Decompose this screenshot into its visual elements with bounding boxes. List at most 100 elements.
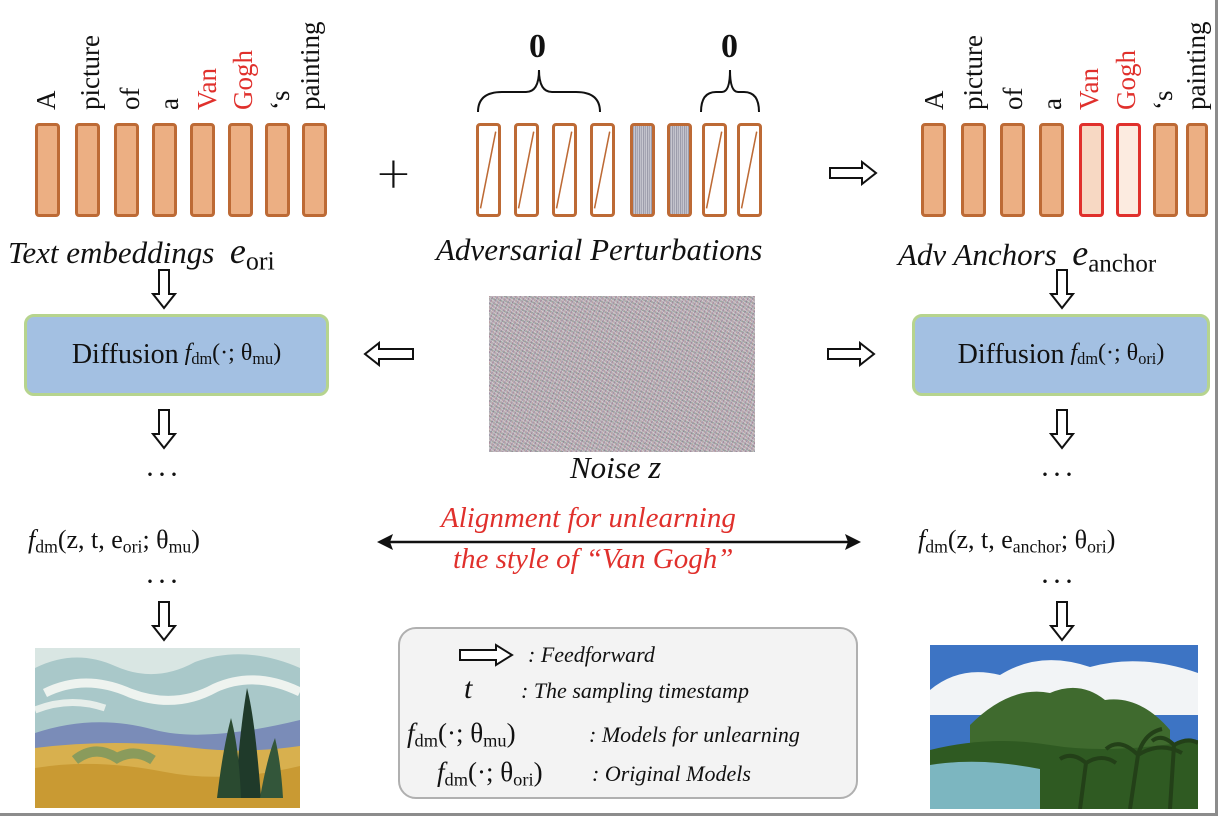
anchor-box xyxy=(1039,123,1064,217)
token-word: a xyxy=(1037,98,1067,110)
plus-sign: + xyxy=(375,148,412,199)
hollow-arrow-icon xyxy=(829,160,878,186)
anchor-box xyxy=(921,123,946,217)
embedding-box xyxy=(190,123,215,217)
anchor-box xyxy=(1000,123,1025,217)
curly-brace-icon xyxy=(700,69,760,113)
embedding-box xyxy=(152,123,177,217)
zero-perturbation-box xyxy=(702,123,727,217)
param-subscript: ori xyxy=(1087,536,1107,557)
fn-args: (z, t, e xyxy=(57,525,123,554)
token-word: picture xyxy=(958,35,988,110)
token-word: ‘s xyxy=(265,90,295,111)
legend-feedforward-text: : Feedforward xyxy=(528,642,655,667)
ellipsis-dots: ··· xyxy=(1040,458,1076,491)
fn-args: (·; θ xyxy=(437,718,484,748)
fn-close: ) xyxy=(533,757,543,787)
hollow-arrow-icon xyxy=(1049,409,1075,450)
token-word: painting xyxy=(295,21,325,111)
legend-mu-desc: : Models for unlearning xyxy=(589,722,800,747)
fn-subscript: dm xyxy=(191,349,213,369)
zero-perturbation-box xyxy=(476,123,501,217)
caption-subscript: ori xyxy=(245,246,275,276)
param-subscript: ori xyxy=(1138,349,1157,369)
legend-t-desc: : The sampling timestamp xyxy=(521,678,749,703)
hollow-arrow-icon xyxy=(151,409,177,450)
token-word-highlight: Van xyxy=(1074,68,1104,110)
fn-subscript: dm xyxy=(1077,349,1099,369)
fn-close: ) xyxy=(273,340,282,367)
zero-label-left: 0 xyxy=(529,28,546,65)
fn-symbol: f xyxy=(1070,340,1078,367)
output-unlearning-model: fdm(z, t, eori; θmu) xyxy=(28,525,200,557)
zero-perturbation-box xyxy=(737,123,762,217)
token-word: painting xyxy=(1181,21,1211,111)
fn-symbol: f xyxy=(437,757,445,787)
hollow-arrow-icon xyxy=(363,341,414,367)
caption-subscript: anchor xyxy=(1088,250,1157,278)
fn-args: (·; θ xyxy=(212,340,253,367)
adv-anchors-caption: Adv Anchors eanchor xyxy=(898,232,1156,278)
hollow-arrow-icon xyxy=(459,643,514,667)
adversarial-perturbation-box xyxy=(667,123,692,217)
anchor-box-perturbed xyxy=(1079,123,1104,217)
token-word: of xyxy=(115,87,145,111)
embedding-box xyxy=(114,123,139,217)
embedding-box xyxy=(228,123,253,217)
hollow-arrow-icon xyxy=(1049,601,1075,642)
adversarial-perturbation-box xyxy=(630,123,655,217)
diffusion-label: Diffusion xyxy=(71,339,179,370)
hollow-arrow-icon xyxy=(1049,269,1075,310)
fn-args: (·; θ xyxy=(1098,340,1139,367)
landscape-photo-image xyxy=(930,645,1198,809)
ellipsis-dots: ··· xyxy=(1040,565,1076,598)
hollow-arrow-icon xyxy=(827,341,876,367)
anchor-box-perturbed xyxy=(1116,123,1141,217)
fn-symbol: f xyxy=(184,340,192,367)
caption-text: Adv Anchors xyxy=(898,237,1057,272)
zero-perturbation-box xyxy=(552,123,577,217)
fn-args: (z, t, e xyxy=(947,525,1013,554)
caption-text: Noise xyxy=(570,450,641,485)
anchor-box xyxy=(1153,123,1178,217)
embedding-box xyxy=(265,123,290,217)
param-subscript: mu xyxy=(168,536,192,557)
adversarial-caption: Adversarial Perturbations xyxy=(436,232,763,267)
fn-subscript: dm xyxy=(35,536,58,557)
alignment-text-line1: Alignment for unlearning xyxy=(441,502,736,534)
legend-ori-function: fdm(·; θori) xyxy=(437,757,543,791)
param-subscript: mu xyxy=(483,730,507,751)
anchor-box xyxy=(1186,123,1208,217)
alignment-text-line2: the style of “Van Gogh” xyxy=(453,543,734,575)
token-word: A xyxy=(919,90,949,111)
van-gogh-painting-image xyxy=(35,648,300,808)
double-headed-arrow-icon xyxy=(377,534,861,550)
token-word: A xyxy=(31,90,61,111)
embedding-box xyxy=(35,123,60,217)
token-word: ‘s xyxy=(1148,90,1178,111)
frame-bottom-edge xyxy=(0,813,1218,816)
fn-close: ) xyxy=(506,718,516,748)
zero-perturbation-box xyxy=(514,123,539,217)
param-subscript: mu xyxy=(252,349,274,369)
noise-caption: Noise z xyxy=(570,450,661,487)
token-word: of xyxy=(998,87,1028,111)
token-word-highlight: Van xyxy=(192,68,222,110)
zero-perturbation-box xyxy=(590,123,615,217)
diffusion-box-original: Diffusion fdm(·; θori) xyxy=(912,314,1210,396)
fn-subscript: dm xyxy=(444,769,468,790)
diffusion-label: Diffusion xyxy=(957,339,1065,370)
ellipsis-dots: ··· xyxy=(145,565,181,598)
hollow-arrow-icon xyxy=(151,269,177,310)
fn-separator: ; θ xyxy=(142,525,169,554)
fn-subscript: dm xyxy=(925,536,948,557)
caption-text: Text embeddings xyxy=(8,235,215,270)
embedding-subscript: anchor xyxy=(1012,536,1061,557)
embedding-box xyxy=(302,123,327,217)
token-word: picture xyxy=(75,35,105,110)
legend-mu-function: fdm(·; θmu) xyxy=(407,718,516,752)
frame-right-edge xyxy=(1215,0,1218,816)
anchor-box xyxy=(961,123,986,217)
caption-symbol: z xyxy=(648,450,662,486)
fn-close: ) xyxy=(1106,525,1116,554)
